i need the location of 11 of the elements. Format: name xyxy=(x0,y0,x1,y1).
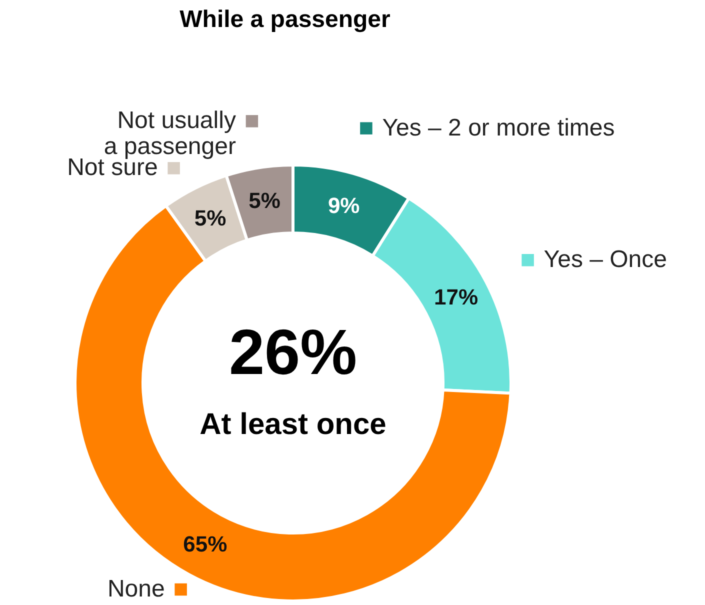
data-label: 65% xyxy=(183,532,228,557)
chart-title: While a passenger xyxy=(180,6,390,33)
legend-label: None xyxy=(107,575,165,602)
data-label: 17% xyxy=(434,284,478,310)
text: At least once xyxy=(200,408,386,441)
slice-label: Yes – Once xyxy=(544,246,667,274)
slice-label: Yes – 2 or more times xyxy=(382,114,615,142)
data-label: 5% xyxy=(194,206,226,231)
text: 26% xyxy=(228,316,358,388)
data-label: 5% xyxy=(248,188,280,214)
data-label: 9% xyxy=(328,193,360,218)
